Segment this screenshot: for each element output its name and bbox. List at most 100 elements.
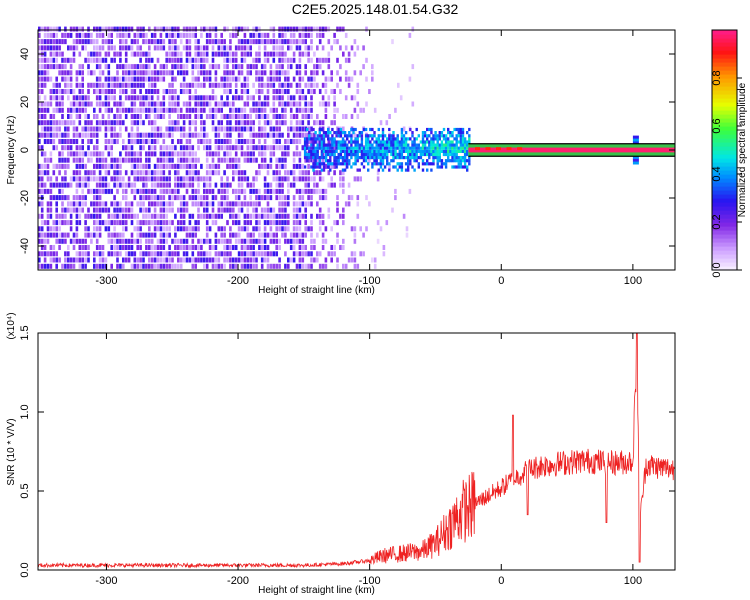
noise-cell <box>284 201 287 207</box>
noise-cell <box>223 195 226 201</box>
noise-cell <box>156 114 160 119</box>
noise-cell <box>148 207 151 213</box>
noise-cell <box>249 51 252 57</box>
noise-cell <box>113 220 116 226</box>
noise-cell <box>318 32 322 38</box>
noise-cell <box>232 57 235 63</box>
band-cell <box>400 149 404 153</box>
noise-cell <box>342 114 345 119</box>
noise-cell <box>78 163 82 169</box>
noise-cell <box>84 238 87 244</box>
noise-cell <box>69 64 73 70</box>
noise-cell <box>408 188 412 194</box>
noise-cell <box>133 257 137 263</box>
noise-cell <box>304 232 307 238</box>
noise-cell <box>295 64 299 70</box>
noise-cell <box>139 70 142 76</box>
noise-cell <box>104 226 108 232</box>
noise-cell <box>191 245 195 250</box>
noise-cell <box>150 151 154 157</box>
noise-cell <box>64 195 67 201</box>
band-cell <box>398 156 401 160</box>
noise-cell <box>260 251 264 257</box>
noise-cell <box>208 170 212 176</box>
noise-cell <box>200 45 203 51</box>
noise-cell <box>292 220 296 226</box>
noise-cell <box>258 57 261 63</box>
noise-cell <box>211 163 215 169</box>
noise-cell <box>43 26 47 32</box>
noise-cell <box>130 201 134 207</box>
noise-cell <box>46 64 50 70</box>
band-cell <box>377 162 380 166</box>
noise-cell <box>168 232 171 238</box>
noise-cell <box>159 163 163 169</box>
band-cell <box>354 159 357 163</box>
noise-cell <box>229 57 232 63</box>
noise-cell <box>168 114 171 119</box>
noise-cell <box>38 257 41 263</box>
band-cell <box>413 156 416 160</box>
noise-cell <box>223 182 226 188</box>
noise-cell <box>116 213 119 219</box>
noise-cell <box>182 89 186 94</box>
noise-cell <box>38 170 41 176</box>
band-cell <box>461 134 465 138</box>
noise-cell <box>130 82 134 88</box>
noise-cell <box>347 82 351 88</box>
noise-cell <box>284 145 287 151</box>
noise-cell <box>266 195 270 201</box>
noise-cell <box>339 45 342 51</box>
noise-cell <box>304 176 307 182</box>
noise-cell <box>208 245 212 250</box>
noise-cell <box>226 101 229 107</box>
noise-cell <box>153 101 157 107</box>
noise-cell <box>95 182 99 188</box>
noise-cell <box>159 251 163 257</box>
noise-cell <box>220 120 223 126</box>
noise-cell <box>139 201 142 207</box>
noise-cell <box>67 257 70 263</box>
band-cell <box>327 146 330 150</box>
noise-cell <box>46 176 50 182</box>
band-cell <box>354 137 357 141</box>
noise-cell <box>40 251 44 257</box>
noise-cell <box>292 195 296 201</box>
noise-cell <box>246 263 250 269</box>
noise-cell <box>78 151 82 157</box>
noise-cell <box>142 232 145 238</box>
noise-cell <box>67 132 70 138</box>
noise-cell <box>130 51 134 57</box>
noise-cell <box>139 64 142 70</box>
noise-cell <box>136 39 139 45</box>
noise-cell <box>307 107 310 113</box>
noise-cell <box>258 195 261 201</box>
noise-cell <box>93 207 96 213</box>
noise-cell <box>156 101 160 107</box>
noise-cell <box>174 251 177 257</box>
band-cell <box>373 134 376 138</box>
noise-cell <box>49 232 53 238</box>
noise-cell <box>171 207 174 213</box>
noise-cell <box>275 145 278 151</box>
noise-cell <box>177 51 180 57</box>
band-cell <box>434 149 437 153</box>
noise-cell <box>67 251 70 257</box>
noise-cell <box>43 163 47 169</box>
band-cell <box>402 143 406 147</box>
noise-cell <box>223 238 226 244</box>
noise-cell <box>307 120 310 126</box>
noise-cell <box>399 95 403 101</box>
noise-cell <box>75 139 79 144</box>
noise-cell <box>304 101 307 107</box>
band-cell <box>352 162 355 166</box>
noise-cell <box>171 145 174 151</box>
noise-cell <box>185 170 189 176</box>
noise-cell <box>153 70 157 76</box>
noise-cell <box>246 213 250 219</box>
noise-cell <box>171 120 174 126</box>
noise-cell <box>179 132 183 138</box>
noise-cell <box>75 182 79 188</box>
band-cell <box>432 152 435 157</box>
noise-cell <box>159 188 163 194</box>
